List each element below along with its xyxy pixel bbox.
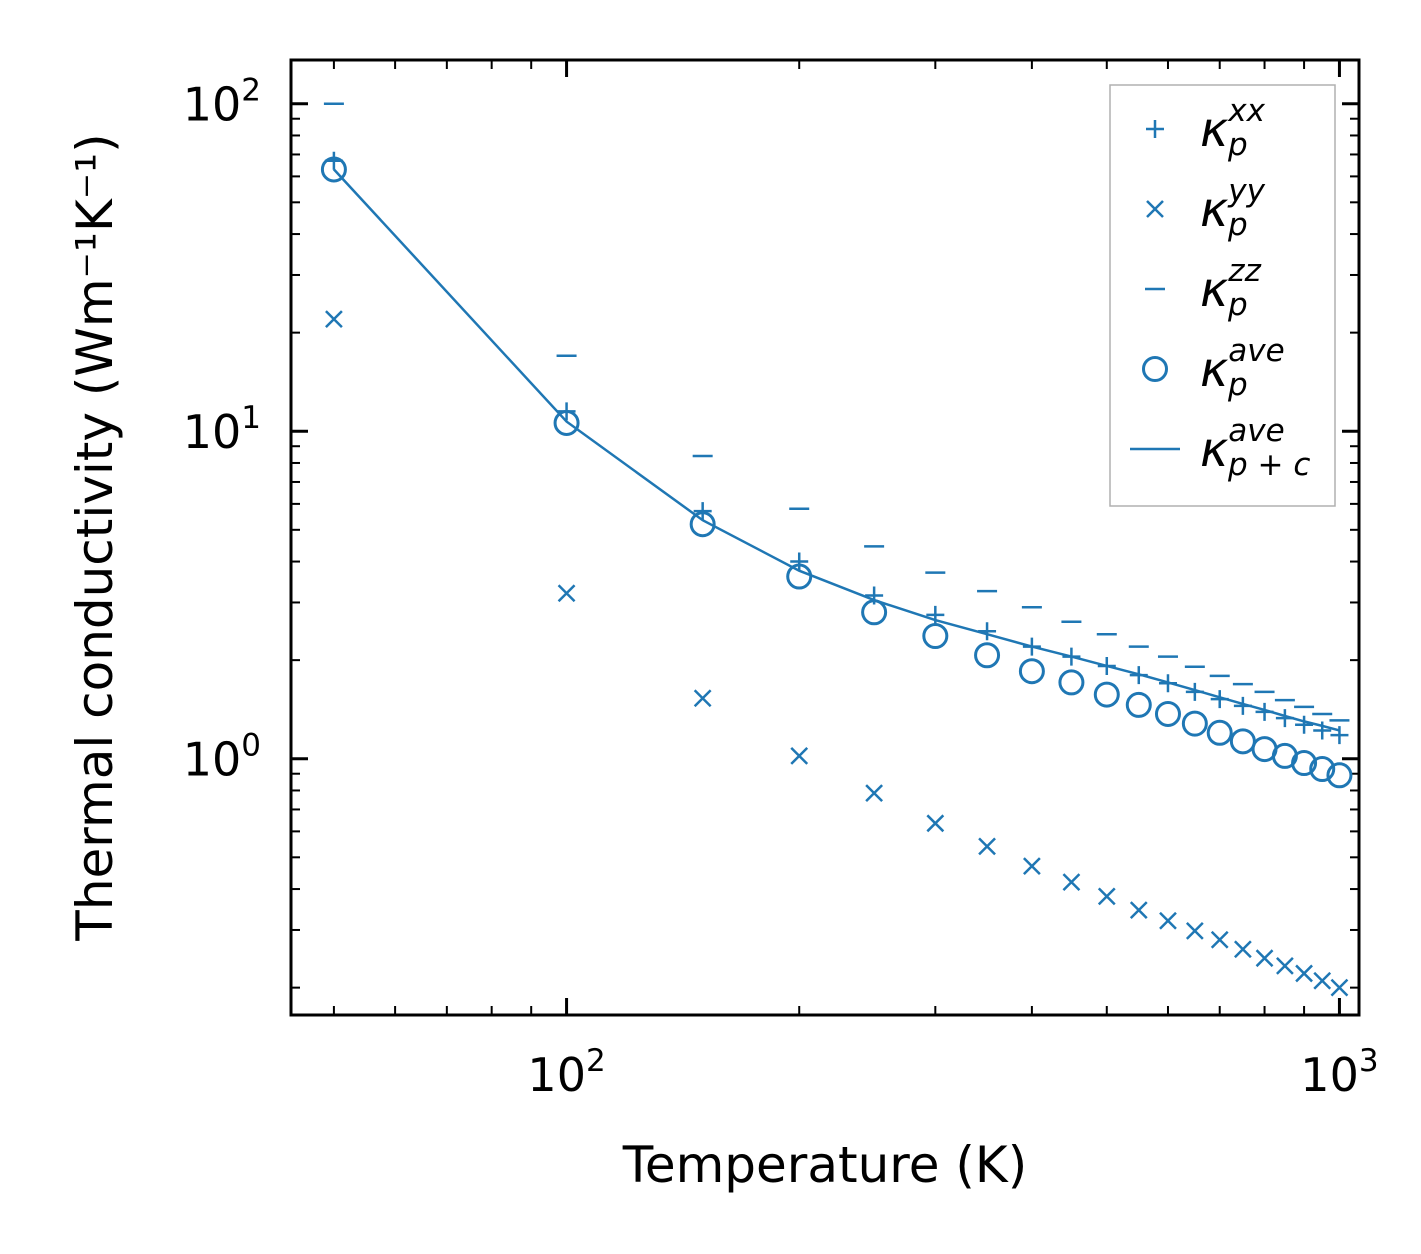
data-point-kappa_p_xx (1313, 721, 1332, 740)
data-point-kappa_p_yy (557, 584, 576, 603)
y-tick-label: 102 (183, 73, 261, 132)
legend-label-kappa_p_xx: κxx p (1200, 93, 1266, 163)
data-point-kappa_p_ave (1309, 756, 1336, 783)
data-point-kappa_p_ave (320, 156, 347, 183)
data-point-kappa_p_yy (1097, 887, 1116, 906)
data-point-kappa_p_yy (1129, 901, 1148, 919)
data-point-kappa_p_yy (1233, 940, 1252, 959)
data-point-kappa_p_yy (1255, 949, 1274, 968)
data-point-kappa_p_ave (1206, 719, 1233, 746)
data-point-kappa_p_ave (1093, 681, 1120, 708)
data-point-kappa_p_ave (1154, 700, 1181, 727)
y-tick-label: 101 (183, 400, 261, 459)
major-ticks (291, 60, 1359, 1015)
data-point-kappa_p_yy (1313, 971, 1332, 990)
data-point-kappa_p_yy (1210, 930, 1229, 949)
plot-frame (289, 58, 1361, 1017)
legend-label-kappa_pc_ave: κave p + c (1200, 413, 1310, 483)
legend-label-kappa_p_zz: κzz p (1200, 253, 1262, 323)
data-point-kappa_p_xx (693, 502, 712, 521)
x-axis-label: Temperature (K) (622, 1136, 1027, 1194)
legend: κxx p κyy p κzz p κave p κave p + c (1109, 84, 1336, 507)
data-point-kappa_p_yy (1062, 873, 1081, 891)
data-point-kappa_p_yy (1330, 978, 1349, 997)
data-point-kappa_p_ave (1018, 658, 1045, 685)
data-point-kappa_p_ave (922, 622, 949, 649)
y-tick-label: 100 (183, 728, 261, 787)
plot-marks (320, 102, 1353, 997)
tick-labels: 102 103 100 101 102 (183, 73, 1379, 1102)
data-point-kappa_p_yy (325, 310, 343, 328)
data-point-kappa_p_yy (790, 747, 809, 765)
data-point-kappa_p_ave (1181, 710, 1208, 737)
x-tick-label: 103 (1300, 1043, 1378, 1102)
legend-label-kappa_p_yy: κyy p (1200, 173, 1266, 243)
data-point-kappa_p_xx (790, 552, 809, 571)
legend-handle-kappa_p_yy (1146, 200, 1164, 218)
data-point-kappa_p_yy (865, 784, 884, 803)
data-point-kappa_p_yy (1295, 964, 1313, 983)
data-point-kappa_p_yy (693, 689, 712, 708)
data-point-kappa_p_yy (1185, 922, 1204, 940)
data-point-kappa_p_yy (1159, 911, 1177, 930)
data-point-kappa_p_ave (1291, 750, 1318, 777)
data-point-kappa_p_ave (974, 642, 1001, 669)
data-point-kappa_p_ave (1058, 669, 1085, 696)
data-point-kappa_p_xx (1295, 715, 1314, 734)
x-tick-label: 102 (527, 1043, 605, 1102)
data-point-kappa_p_ave (1125, 691, 1152, 718)
data-point-kappa_p_yy (1022, 857, 1041, 875)
legend-handle-kappa_p_ave (1142, 356, 1168, 382)
data-point-kappa_p_ave (689, 511, 716, 538)
legend-label-kappa_p_ave: κave p (1200, 333, 1285, 403)
data-point-kappa_p_ave (553, 409, 580, 436)
data-point-kappa_p_yy (1276, 957, 1294, 975)
legend-frame (1109, 84, 1336, 507)
data-point-kappa_p_yy (978, 837, 996, 856)
series-line-kappa_pc_ave (332, 168, 1340, 732)
data-point-kappa_p_ave (1326, 762, 1353, 789)
y-axis-label: Thermal conductivity (Wm⁻¹K⁻¹) (66, 133, 124, 941)
data-point-kappa_p_yy (926, 814, 945, 833)
legend-handle-kappa_p_xx (1146, 120, 1164, 138)
